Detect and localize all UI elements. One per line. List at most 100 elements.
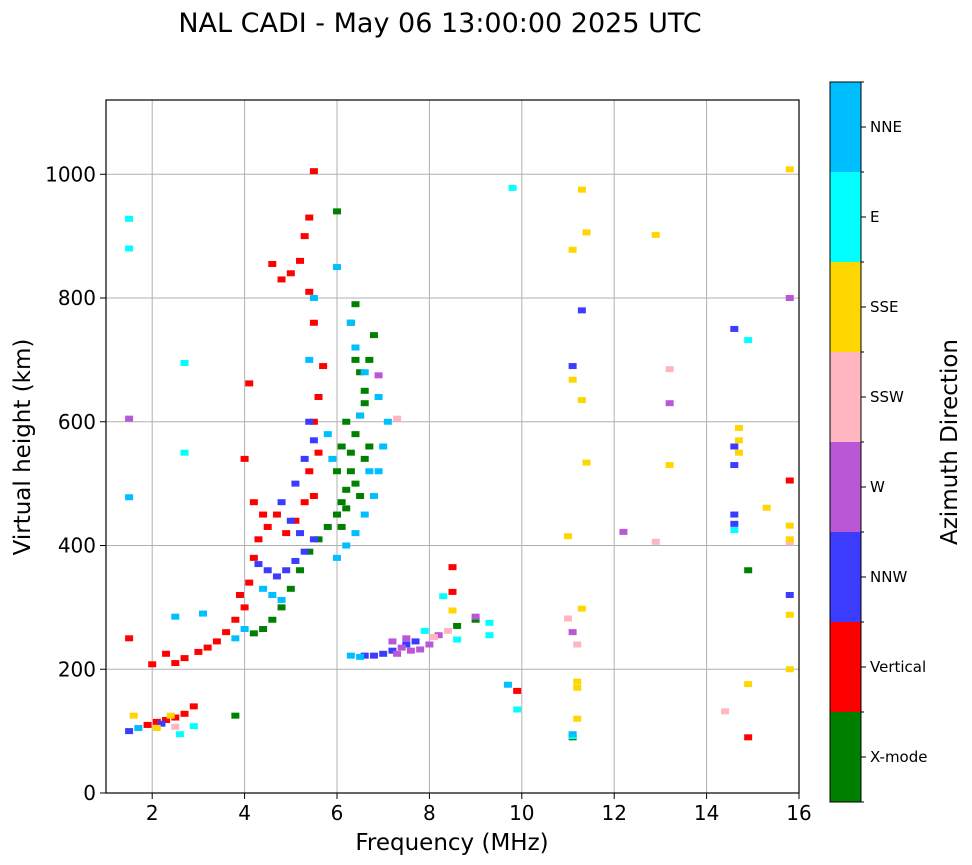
data-point	[291, 557, 300, 564]
x-tick-label: 12	[601, 801, 626, 825]
data-point	[577, 186, 586, 193]
colorbar-tick-label: SSE	[870, 298, 899, 316]
data-point	[319, 363, 328, 370]
data-point	[125, 635, 134, 642]
data-point	[296, 530, 305, 537]
data-point	[148, 661, 157, 668]
data-point	[573, 678, 582, 685]
data-point	[721, 708, 730, 715]
data-point	[573, 641, 582, 648]
x-tick-label: 4	[238, 801, 251, 825]
x-tick-label: 8	[423, 801, 436, 825]
data-point	[374, 394, 383, 400]
data-point	[356, 493, 365, 499]
data-point	[194, 648, 203, 655]
data-point	[734, 424, 743, 431]
x-tick-label: 2	[146, 801, 159, 825]
colorbar-tick-label: NNE	[870, 118, 902, 136]
data-point	[374, 468, 383, 475]
data-point	[180, 710, 189, 717]
colorbar-segment	[830, 82, 861, 172]
data-point	[296, 567, 305, 574]
y-tick-label: 400	[58, 534, 96, 558]
data-point	[744, 681, 753, 688]
data-point	[568, 376, 577, 383]
data-point	[785, 539, 794, 546]
data-point	[734, 449, 743, 456]
data-point	[245, 579, 254, 586]
data-point	[286, 270, 295, 277]
data-point	[346, 319, 355, 326]
x-tick-label: 6	[331, 801, 344, 825]
colorbar-tick-label: SSW	[870, 388, 904, 406]
data-point	[360, 455, 369, 462]
data-point	[333, 208, 341, 215]
data-point	[180, 655, 189, 662]
chart-title: NAL CADI - May 06 13:00:00 2025 UTC	[178, 8, 701, 39]
data-point	[231, 712, 240, 719]
data-point	[189, 703, 198, 710]
data-point	[171, 660, 180, 667]
colorbar-frame	[829, 81, 862, 803]
data-point	[448, 564, 457, 571]
data-point	[730, 520, 739, 527]
data-point	[305, 214, 314, 221]
data-point	[309, 319, 318, 326]
data-point	[231, 635, 240, 642]
data-point	[360, 400, 369, 407]
data-point	[564, 533, 572, 540]
x-axis: 2 4 6 8 10 12 14 16	[146, 793, 812, 825]
data-point	[240, 604, 249, 611]
data-point	[734, 437, 743, 444]
colorbar-segment	[830, 352, 861, 442]
colorbar-tick-label: E	[870, 208, 879, 226]
data-point	[263, 567, 272, 574]
data-point	[125, 728, 134, 735]
data-point	[379, 443, 388, 450]
data-point	[282, 530, 291, 537]
data-point	[356, 369, 365, 376]
data-point	[180, 359, 189, 366]
data-point	[277, 596, 286, 603]
data-point	[744, 567, 753, 574]
data-point	[222, 629, 231, 636]
data-point	[416, 646, 425, 653]
y-tick-label: 800	[58, 286, 96, 310]
data-point	[254, 536, 263, 543]
data-point	[577, 397, 586, 404]
data-point	[619, 528, 628, 535]
data-point	[383, 418, 392, 425]
data-point	[166, 712, 175, 719]
data-point	[203, 644, 212, 651]
colorbar-segment	[830, 442, 861, 532]
data-point	[573, 715, 582, 722]
data-point	[665, 400, 674, 407]
data-point	[286, 585, 295, 592]
colorbar-segment	[830, 262, 861, 352]
colorbar-segment	[830, 172, 861, 262]
data-point	[785, 592, 794, 598]
data-point	[272, 573, 281, 580]
data-point	[259, 626, 268, 633]
data-point	[785, 536, 794, 543]
data-point	[730, 527, 739, 534]
data-point	[342, 542, 351, 549]
data-point	[171, 613, 180, 620]
data-point	[296, 257, 305, 264]
data-point	[351, 431, 360, 438]
data-point	[411, 638, 420, 645]
data-point	[785, 611, 794, 618]
data-point	[402, 641, 411, 648]
data-point	[365, 468, 374, 475]
data-point	[157, 720, 166, 727]
data-point	[235, 592, 244, 598]
data-point	[314, 536, 323, 543]
data-point	[125, 415, 134, 422]
data-point	[369, 332, 378, 339]
data-point	[309, 418, 318, 425]
data-point	[573, 684, 582, 691]
data-point	[333, 511, 341, 518]
data-point	[379, 650, 388, 657]
data-point	[356, 653, 365, 660]
data-point	[351, 480, 360, 487]
